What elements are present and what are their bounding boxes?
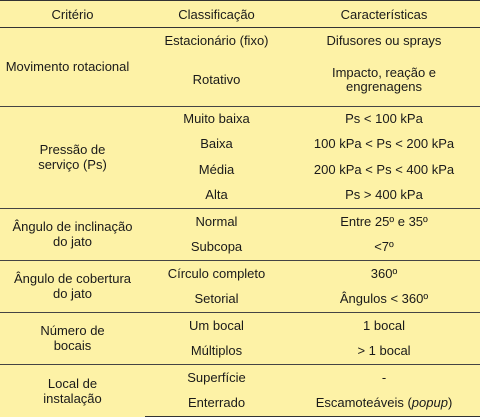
table-row: Número de bocais Um bocal 1 bocal [0,311,480,365]
characteristics-cell: Ps > 400 kPa [345,187,423,203]
classification-cell: Superfície [145,363,288,391]
characteristics-cell: 360º [288,259,480,287]
classification-cell: Estacionário (fixo) [145,27,288,55]
header-criterion: Critério [0,0,145,28]
table-row: Baixa 100 kPa < Ps < 200 kPa [0,132,480,158]
characteristics-cell: 100 kPa < Ps < 200 kPa [313,136,455,152]
header-classification: Classificação [145,0,288,28]
table-row: Subcopa <7º [0,235,480,261]
table-row: Ângulo de cobertura do jato Círculo comp… [0,259,480,313]
criterion-cell: Local de instalação [0,363,145,417]
classification-cell: Baixa [200,136,233,152]
characteristics-cell: Entre 25º e 35º [288,207,480,235]
table-row: Local de instalação Superfície - [0,363,480,417]
characteristics-cell: Impacto, reação e engrenagens [331,64,437,94]
table-body: Movimento rotacional Estacionário (fixo)… [0,27,480,417]
characteristics-cell: <7º [374,239,394,255]
classification-cell: Múltiplos [190,343,243,359]
characteristics-cell: - [288,363,480,391]
table-row: Pressão de serviço (Ps) Muito baixa Ps <… [0,105,480,209]
classification-cell: Círculo completo [145,259,288,287]
classification-cell: Muito baixa [145,105,288,132]
characteristics-cell: Ângulos < 360º [339,291,429,307]
table-row: Ângulo de inclinação do jato Normal Entr… [0,207,480,261]
criterion-cell: Ângulo de inclinação do jato [0,207,145,261]
characteristics-cell: Ps < 100 kPa [288,105,480,132]
table-row: Enterrado Escamoteáveis (popup) [0,390,480,417]
characteristics-cell: 1 bocal [288,311,480,339]
classification-cell: Setorial [194,291,239,307]
characteristics-cell: Difusores ou sprays [288,27,480,55]
popup-term: popup [411,395,448,411]
classification-cell: Alta [205,187,228,203]
characteristics-cell: 200 kPa < Ps < 400 kPa [313,161,455,177]
table-row: Setorial Ângulos < 360º [0,287,480,313]
classification-cell: Subcopa [190,239,243,255]
table-row: Movimento rotacional Estacionário (fixo)… [0,27,480,107]
classification-cell: Normal [145,207,288,235]
classification-cell: Um bocal [145,311,288,339]
header-characteristics: Características [288,0,480,28]
table-row: Alta Ps > 400 kPa [0,183,480,209]
characteristics-cell: > 1 bocal [357,343,411,359]
table-row: Rotativo Impacto, reação e engrenagens [0,54,480,106]
header-row: Critério Classificação Características [0,0,480,28]
classification-cell: Rotativo [192,71,241,87]
table-row: Múltiplos > 1 bocal [0,339,480,365]
table-row: Média 200 kPa < Ps < 400 kPa [0,157,480,183]
criterion-cell: Ângulo de cobertura do jato [0,259,145,313]
criterion-cell: Pressão de serviço (Ps) [0,105,145,209]
classification-cell: Enterrado [145,390,288,417]
characteristics-cell: Escamoteáveis (popup) [288,390,480,417]
criterion-cell: Movimento rotacional [0,27,145,107]
criterion-cell: Número de bocais [0,311,145,365]
classification-cell: Média [198,161,235,177]
